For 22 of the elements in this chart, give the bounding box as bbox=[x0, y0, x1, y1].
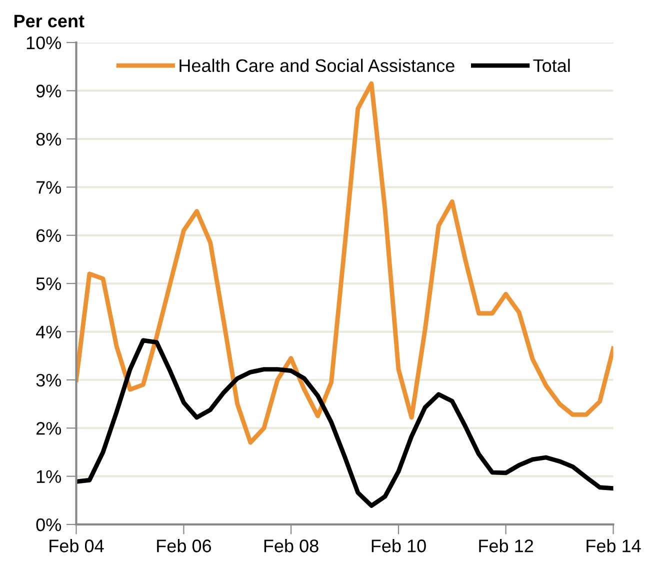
y-tick-label: 4% bbox=[36, 326, 62, 338]
x-tick-label: Feb 04 bbox=[50, 539, 104, 552]
x-tick-label: Feb 12 bbox=[479, 539, 534, 552]
y-tick-label: 10% bbox=[26, 36, 62, 50]
y-tick-label: 9% bbox=[36, 84, 62, 98]
x-tick-label: Feb 08 bbox=[264, 539, 318, 552]
line-series bbox=[76, 338, 614, 508]
y-tick-label: 8% bbox=[36, 132, 62, 146]
y-axis-title: Per cent bbox=[14, 14, 84, 28]
y-tick-label: 3% bbox=[36, 374, 62, 387]
x-tick-label: Feb 06 bbox=[157, 539, 212, 552]
x-tick-label: Feb 14 bbox=[586, 539, 641, 552]
y-tick-label: 6% bbox=[36, 229, 62, 242]
y-tick-label: 7% bbox=[36, 181, 62, 194]
line-series bbox=[76, 81, 614, 445]
legend-label: Total bbox=[533, 58, 570, 72]
x-tick-label: Feb 10 bbox=[372, 539, 426, 552]
y-tick-label: 5% bbox=[36, 278, 62, 290]
y-tick-label: 0% bbox=[36, 518, 62, 532]
y-tick-label: 2% bbox=[36, 422, 62, 435]
legend-label: Health Care and Social Assistance bbox=[180, 58, 454, 72]
y-tick-label: 1% bbox=[36, 470, 62, 483]
